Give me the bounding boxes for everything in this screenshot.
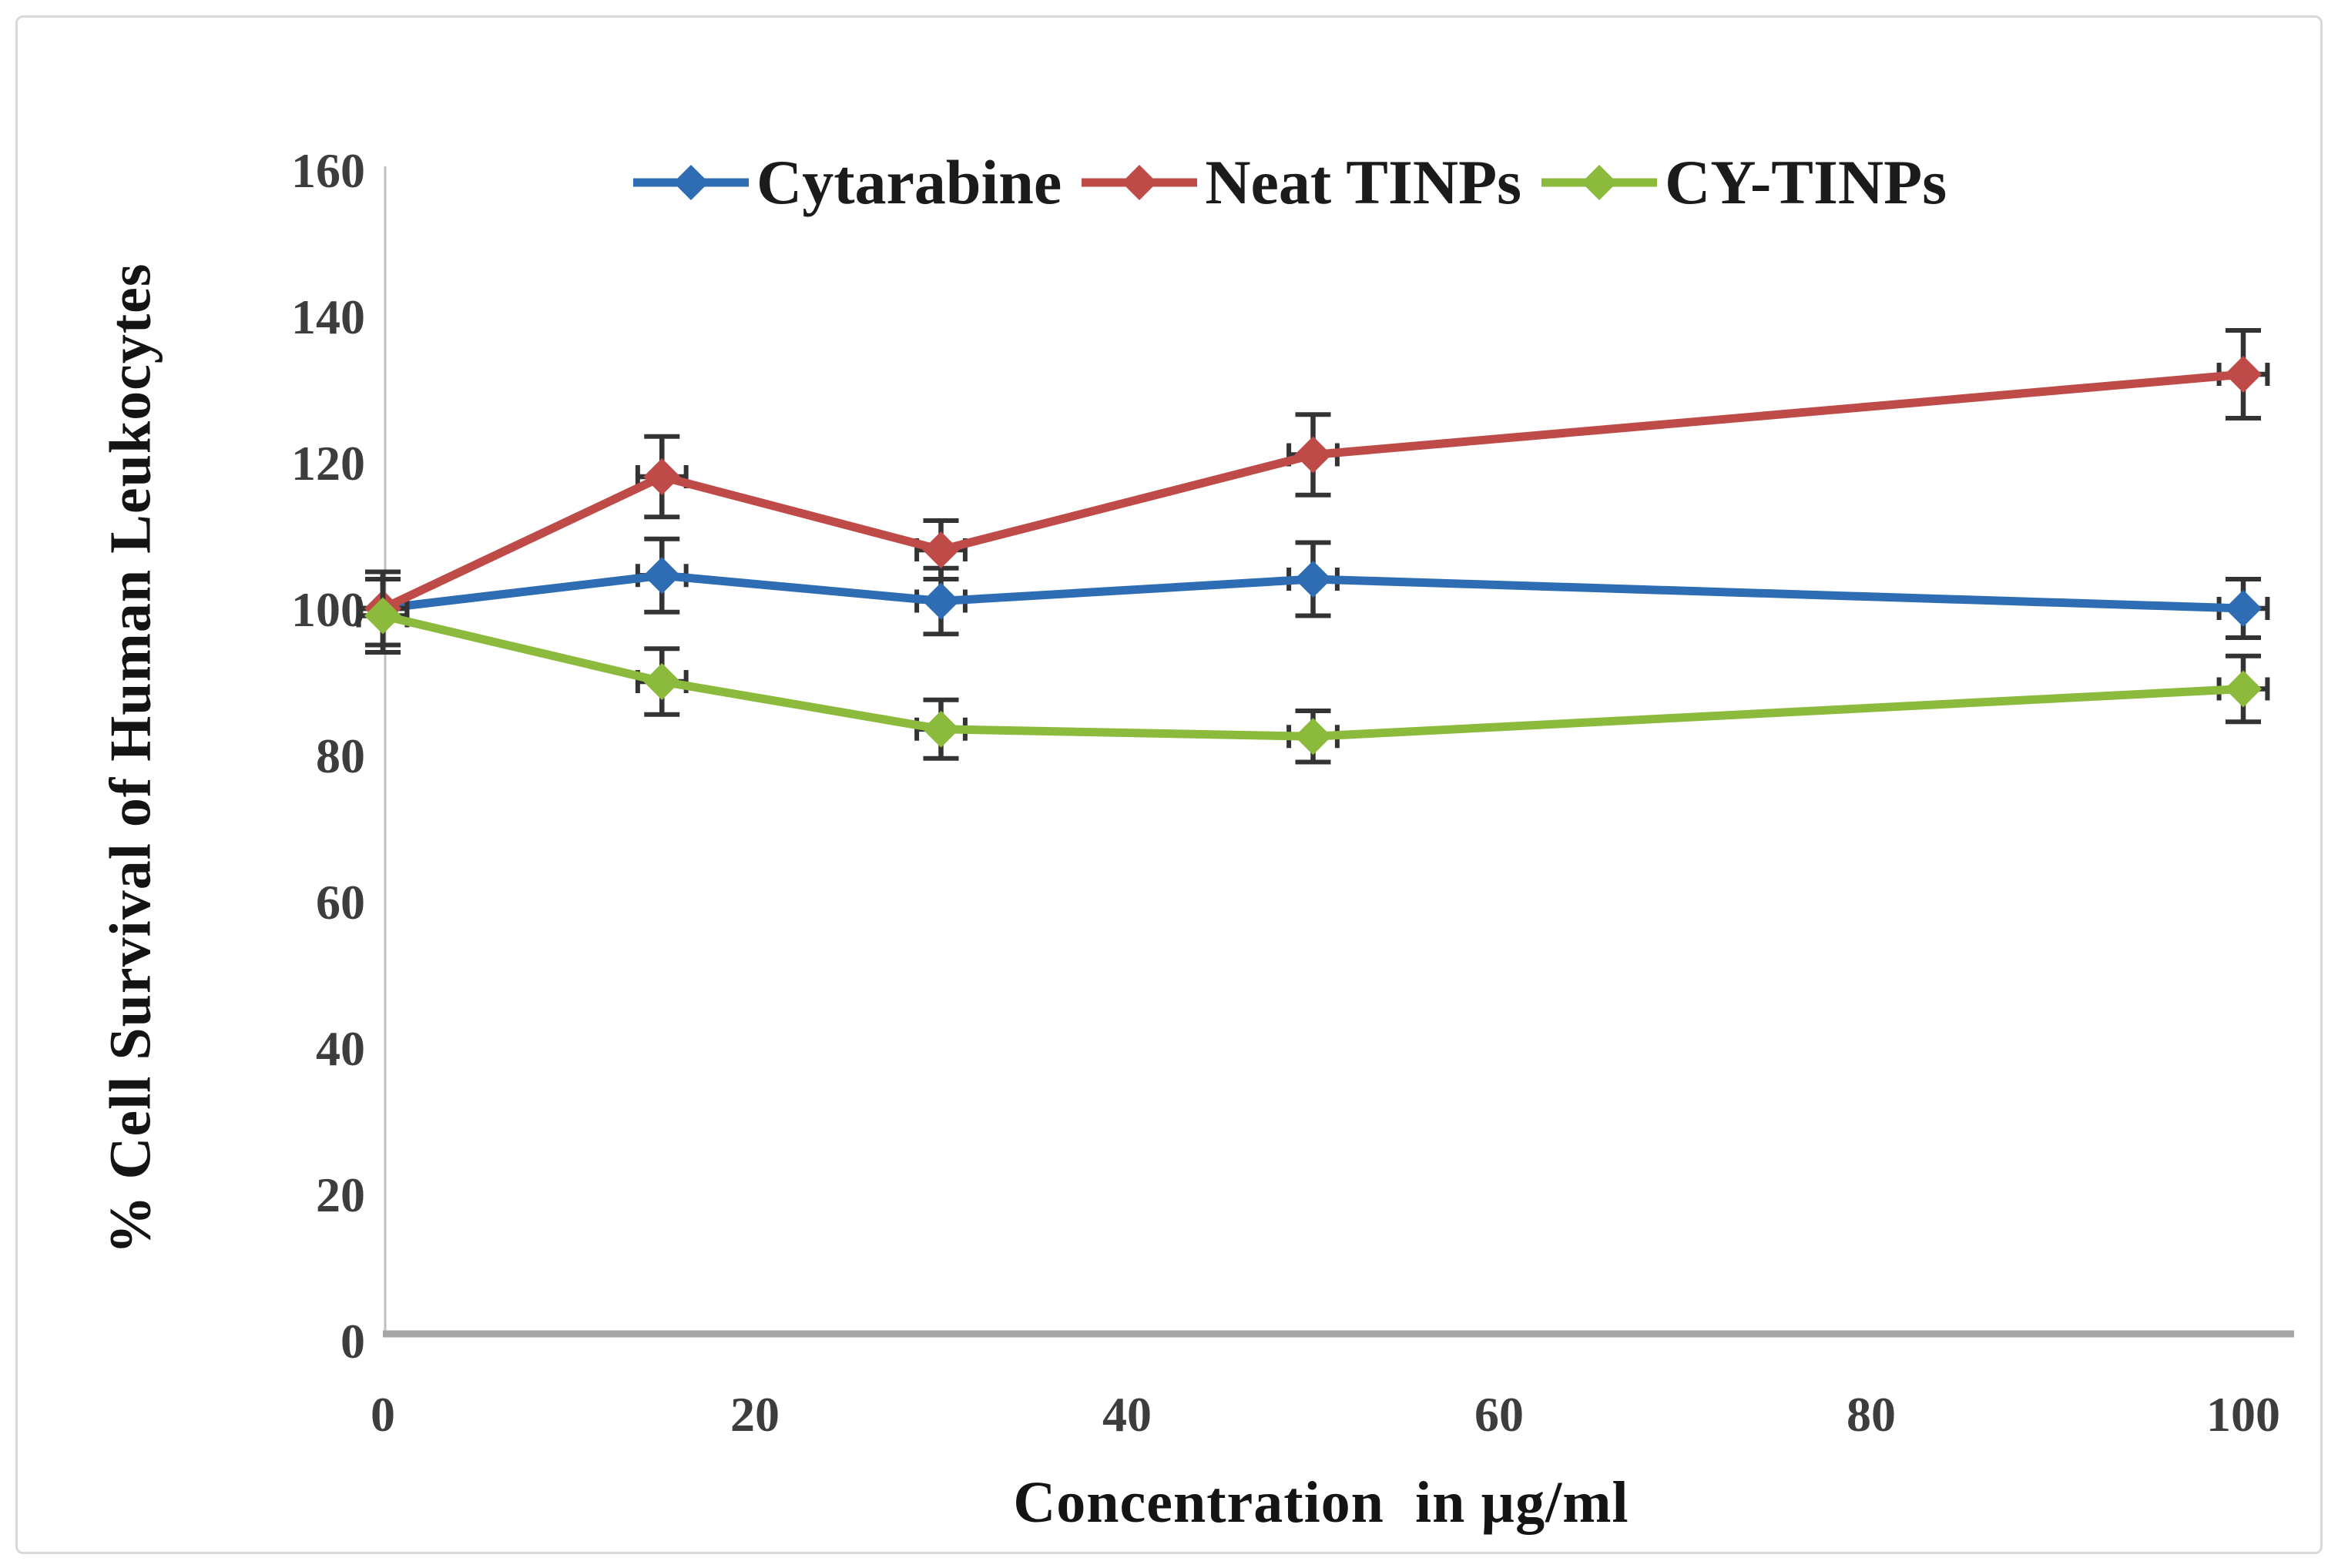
data-point-marker: [922, 710, 960, 748]
y-tick-label: 0: [340, 1314, 365, 1369]
data-point-marker: [2225, 356, 2262, 393]
y-tick-label: 40: [316, 1021, 365, 1076]
data-point-marker: [1294, 436, 1332, 474]
legend-item-neat-tinps: Neat TINPs: [1082, 146, 1521, 219]
legend-label: Neat TINPs: [1205, 147, 1522, 217]
x-tick-label: 80: [1847, 1387, 1896, 1442]
data-point-marker: [643, 663, 681, 700]
data-point-marker: [922, 531, 960, 568]
y-tick-label: 80: [316, 729, 365, 783]
legend-marker-icon: [1541, 165, 1658, 200]
y-tick-label: 120: [291, 436, 365, 491]
y-tick-label: 160: [291, 143, 365, 198]
data-point-marker: [922, 582, 960, 620]
data-point-marker: [2225, 590, 2262, 627]
data-point-marker: [2225, 670, 2262, 708]
legend: Cytarabine Neat TINPs CY-TINPs: [633, 146, 1947, 219]
y-tick-label: 100: [291, 582, 365, 637]
x-axis-title: Concentration in µg/ml: [1013, 1470, 1629, 1535]
x-tick-label: 40: [1102, 1387, 1152, 1442]
y-tick-label: 20: [316, 1168, 365, 1222]
x-tick-label: 0: [371, 1387, 395, 1442]
legend-item-cytarabine: Cytarabine: [633, 146, 1062, 219]
data-point-marker: [364, 597, 401, 635]
legend-item-cy-tinps: CY-TINPs: [1541, 146, 1947, 219]
legend-label: Cytarabine: [756, 147, 1062, 217]
series-neat-tinps: [356, 328, 2270, 648]
legend-marker-icon: [1082, 165, 1198, 200]
y-tick-label: 140: [291, 290, 365, 344]
series-cy-tinps: [356, 577, 2270, 765]
legend-marker-icon: [633, 165, 749, 200]
series-cytarabine: [356, 536, 2270, 648]
x-tick-label: 100: [2206, 1387, 2280, 1442]
data-point-marker: [643, 557, 681, 595]
data-point-marker: [643, 458, 681, 495]
data-point-marker: [1294, 561, 1332, 598]
x-tick-label: 20: [730, 1387, 780, 1442]
y-axis-title: % Cell Survival of Human Leukocytes: [98, 263, 163, 1255]
legend-label: CY-TINPs: [1665, 147, 1947, 217]
x-tick-label: 60: [1474, 1387, 1524, 1442]
y-tick-label: 60: [316, 875, 365, 930]
data-point-marker: [1294, 718, 1332, 756]
